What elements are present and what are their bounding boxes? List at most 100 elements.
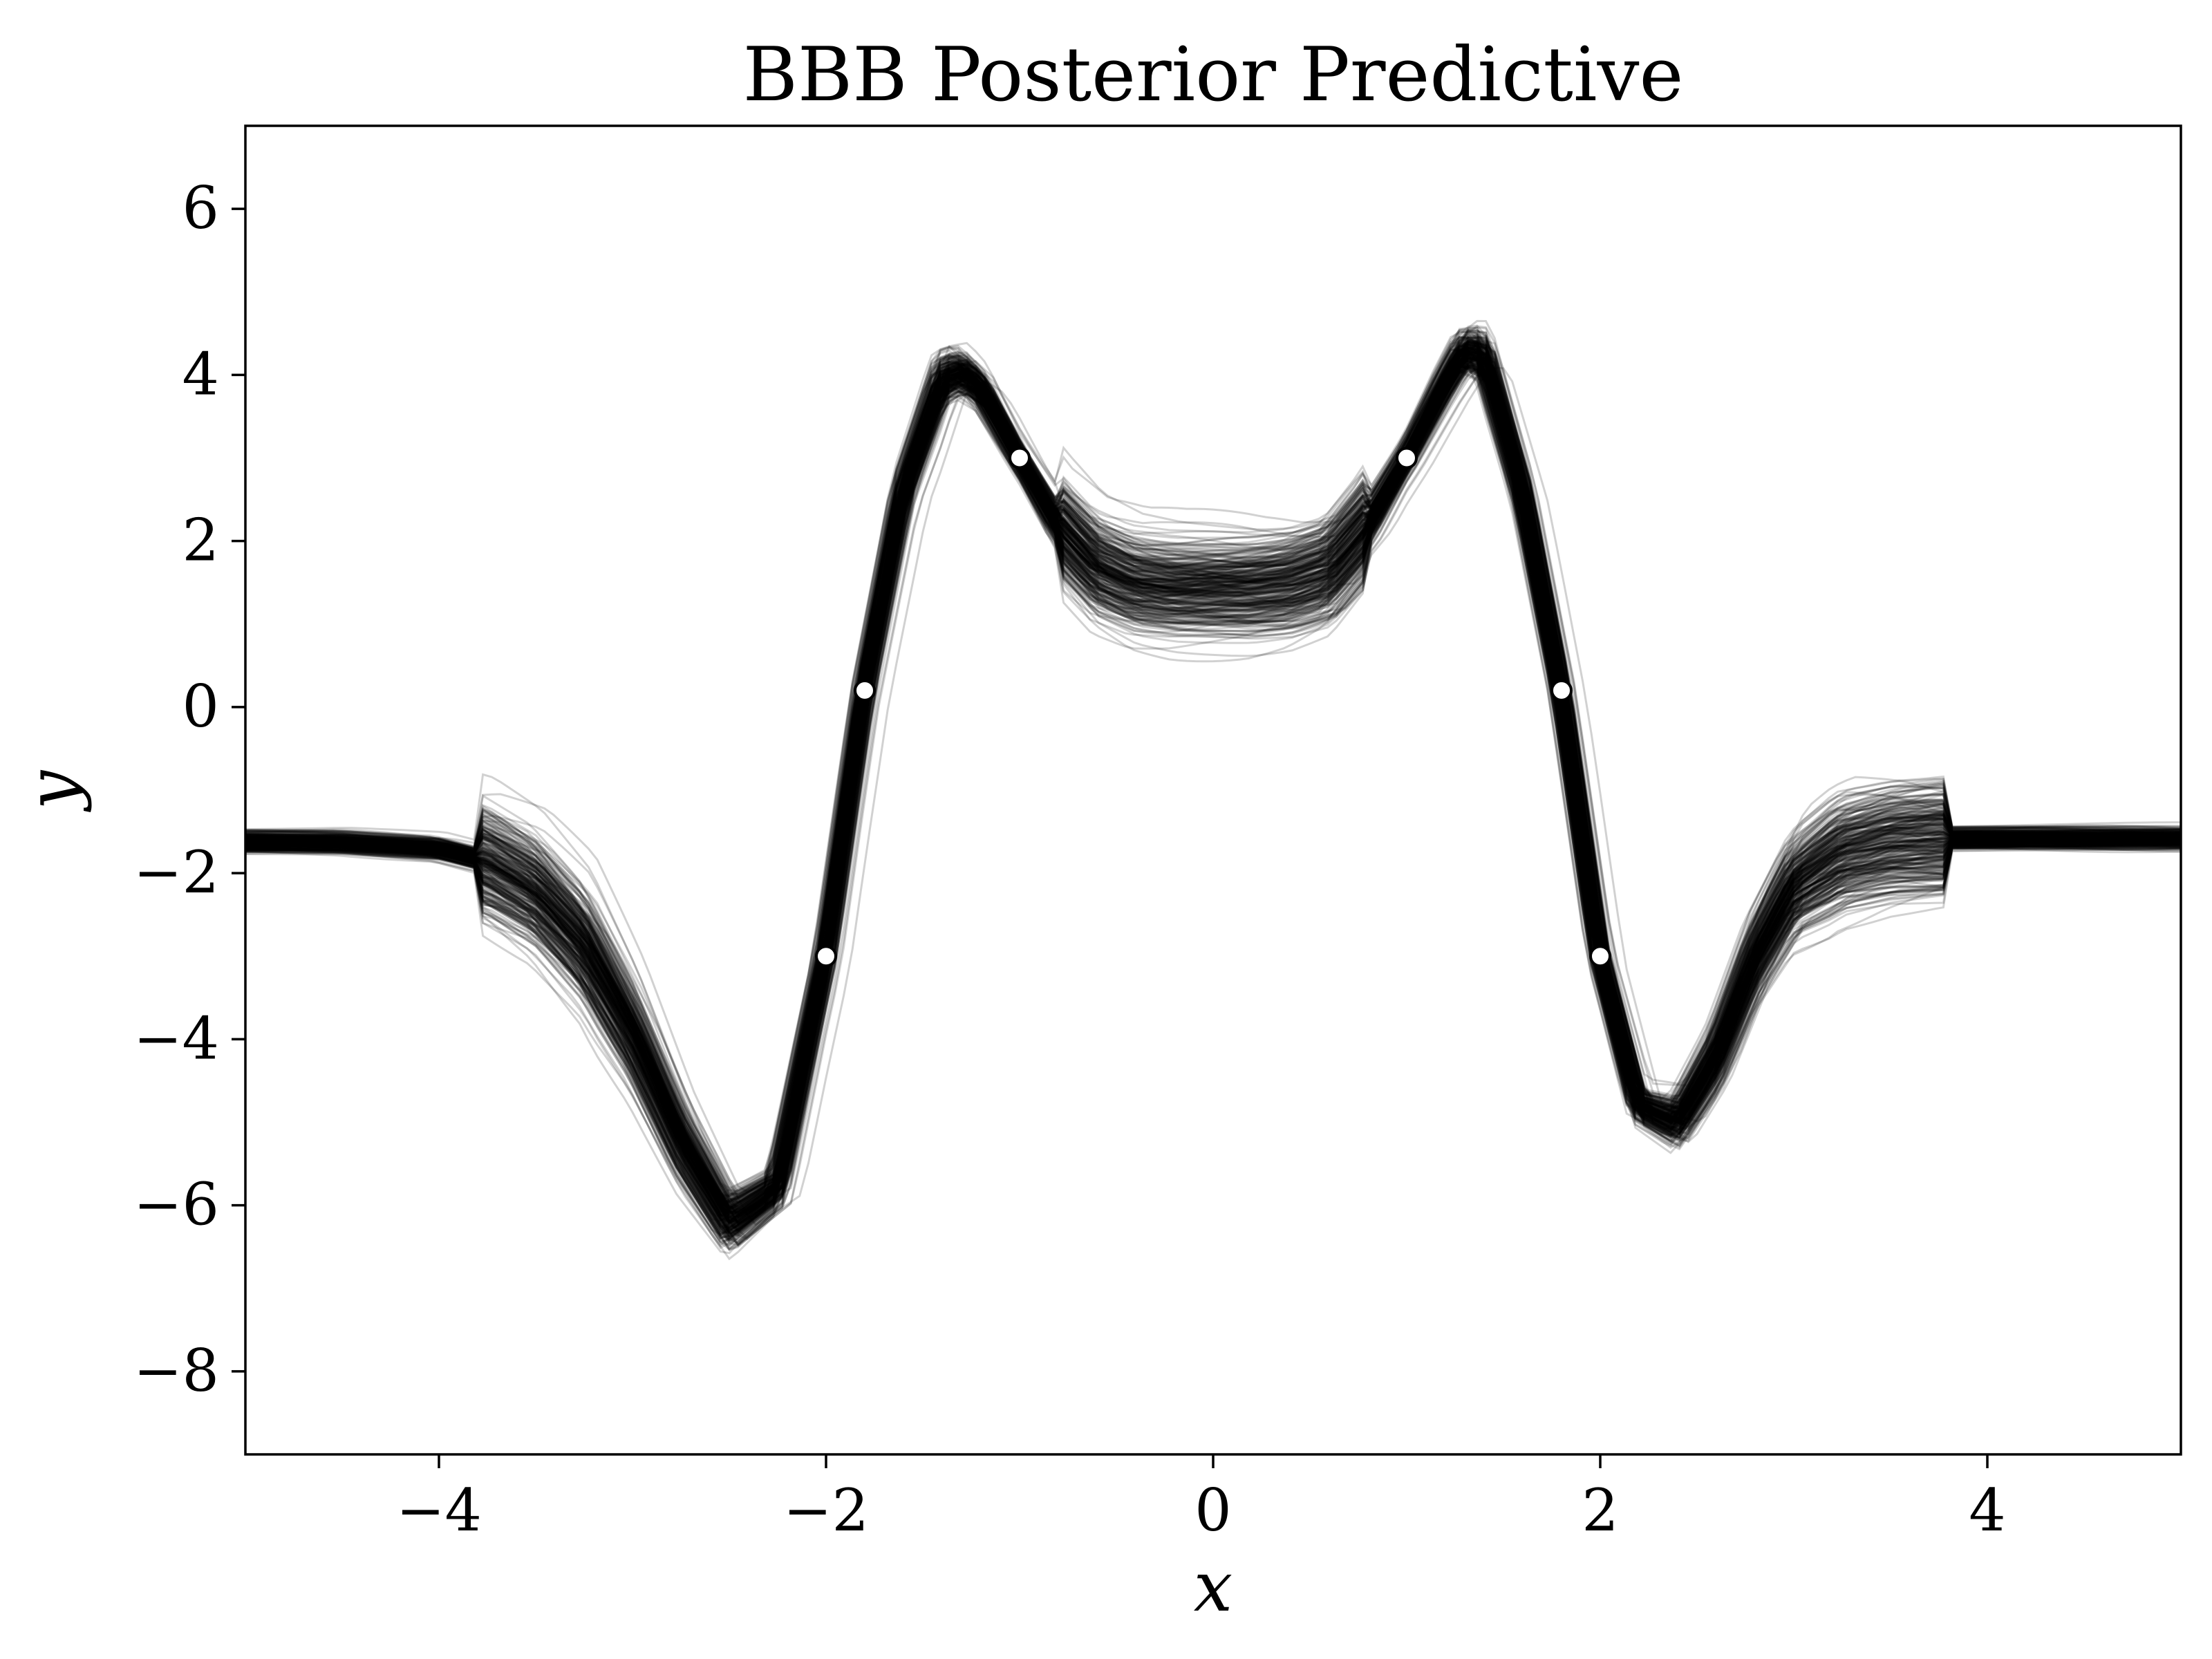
posterior-sample-line [245, 364, 2181, 1243]
posterior-sample-line [245, 357, 2181, 1234]
posterior-sample-line [245, 359, 2181, 1240]
posterior-sample-line [245, 357, 2181, 1224]
posterior-sample-line [245, 364, 2181, 1247]
posterior-sample-line [245, 366, 2181, 1247]
posterior-sample-line [245, 344, 2181, 1232]
posterior-sample-line [245, 375, 2181, 1241]
posterior-sample-line [245, 338, 2181, 1208]
posterior-sample-line [245, 352, 2181, 1219]
posterior-sample-line [245, 343, 2181, 1218]
posterior-sample-line [245, 350, 2181, 1229]
posterior-sample-line [245, 364, 2181, 1246]
posterior-sample-line [245, 341, 2181, 1216]
posterior-sample-line [245, 327, 2181, 1190]
x-tick-label: −4 [396, 1477, 482, 1544]
posterior-sample-line [245, 341, 2181, 1214]
y-tick-label: 0 [182, 673, 219, 740]
posterior-sample-line [245, 348, 2181, 1208]
posterior-sample-line [245, 364, 2181, 1240]
posterior-sample-line [245, 341, 2181, 1208]
posterior-sample-line [245, 357, 2181, 1228]
posterior-sample-line [245, 363, 2181, 1233]
posterior-sample-line [245, 336, 2181, 1210]
posterior-sample-line [245, 333, 2181, 1197]
posterior-sample-line [245, 353, 2181, 1225]
posterior-sample-line [245, 344, 2181, 1208]
posterior-sample-line [245, 336, 2181, 1207]
posterior-sample-line [245, 355, 2181, 1232]
posterior-sample-line [245, 371, 2181, 1261]
posterior-sample-line [245, 348, 2181, 1216]
posterior-sample-line [245, 335, 2181, 1215]
posterior-sample-line [245, 351, 2181, 1224]
posterior-sample-line [245, 366, 2181, 1239]
posterior-sample-line [245, 326, 2181, 1204]
posterior-sample-line [245, 341, 2181, 1213]
posterior-sample-line [245, 365, 2181, 1241]
posterior-sample-line [245, 357, 2181, 1224]
posterior-sample-line [245, 365, 2181, 1238]
posterior-sample-line [245, 348, 2181, 1204]
posterior-sample-line [245, 335, 2181, 1201]
posterior-sample-line [245, 344, 2181, 1207]
posterior-sample-line [245, 332, 2181, 1212]
posterior-sample-line [245, 343, 2181, 1228]
x-axis-label: x [1194, 1546, 1232, 1627]
x-tick-label: 4 [1969, 1477, 2005, 1544]
posterior-sample-line [245, 348, 2181, 1209]
posterior-sample-line [245, 329, 2181, 1198]
posterior-sample-line [245, 351, 2181, 1204]
posterior-sample-line [245, 362, 2181, 1240]
posterior-sample-line [245, 350, 2181, 1203]
posterior-sample-line [245, 346, 2181, 1217]
posterior-sample-line [245, 348, 2181, 1228]
observation-point [815, 945, 837, 968]
posterior-sample-line [245, 339, 2181, 1223]
posterior-sample-line [245, 356, 2181, 1231]
posterior-sample-line [245, 335, 2181, 1202]
posterior-sample-line [245, 340, 2181, 1221]
posterior-sample-line [245, 359, 2181, 1237]
posterior-sample-line [245, 361, 2181, 1248]
posterior-sample-line [245, 339, 2181, 1214]
posterior-sample-line [245, 350, 2181, 1224]
posterior-sample-line [245, 342, 2181, 1212]
posterior-sample-line [245, 347, 2181, 1220]
posterior-sample-line [245, 346, 2181, 1219]
y-axis-ticks: 6 4 2 0 −2 −4 −6 −8 [133, 174, 245, 1405]
posterior-sample-line [245, 339, 2181, 1208]
posterior-sample-line [245, 347, 2181, 1205]
posterior-sample-line [245, 366, 2181, 1226]
posterior-sample-line [245, 339, 2181, 1227]
posterior-sample-line [245, 353, 2181, 1229]
posterior-sample-line [245, 344, 2181, 1224]
posterior-sample-line [245, 340, 2181, 1205]
posterior-sample-line [245, 370, 2181, 1251]
posterior-sample-line [245, 370, 2181, 1232]
posterior-sample-line [245, 349, 2181, 1219]
posterior-sample-line [245, 332, 2181, 1198]
posterior-sample-line [245, 344, 2181, 1201]
posterior-sample-line [245, 356, 2181, 1217]
posterior-sample-line [245, 346, 2181, 1216]
observation-point [1550, 679, 1573, 702]
posterior-sample-line [245, 347, 2181, 1210]
posterior-sample-line [245, 344, 2181, 1217]
posterior-sample-line [245, 343, 2181, 1213]
posterior-sample-line [245, 345, 2181, 1237]
posterior-sample-line [245, 341, 2181, 1215]
posterior-sample-line [245, 357, 2181, 1235]
posterior-sample-line [245, 344, 2181, 1223]
posterior-sample-line [245, 349, 2181, 1219]
posterior-sample-line [245, 354, 2181, 1219]
posterior-sample-line [245, 356, 2181, 1232]
posterior-sample-line [245, 336, 2181, 1199]
posterior-sample-line [245, 331, 2181, 1199]
posterior-sample-line [245, 354, 2181, 1230]
posterior-sample-line [245, 351, 2181, 1224]
posterior-sample-line [245, 352, 2181, 1216]
posterior-sample-line [245, 336, 2181, 1192]
posterior-sample-line [245, 357, 2181, 1232]
posterior-sample-line [245, 348, 2181, 1221]
posterior-sample-line [245, 363, 2181, 1239]
